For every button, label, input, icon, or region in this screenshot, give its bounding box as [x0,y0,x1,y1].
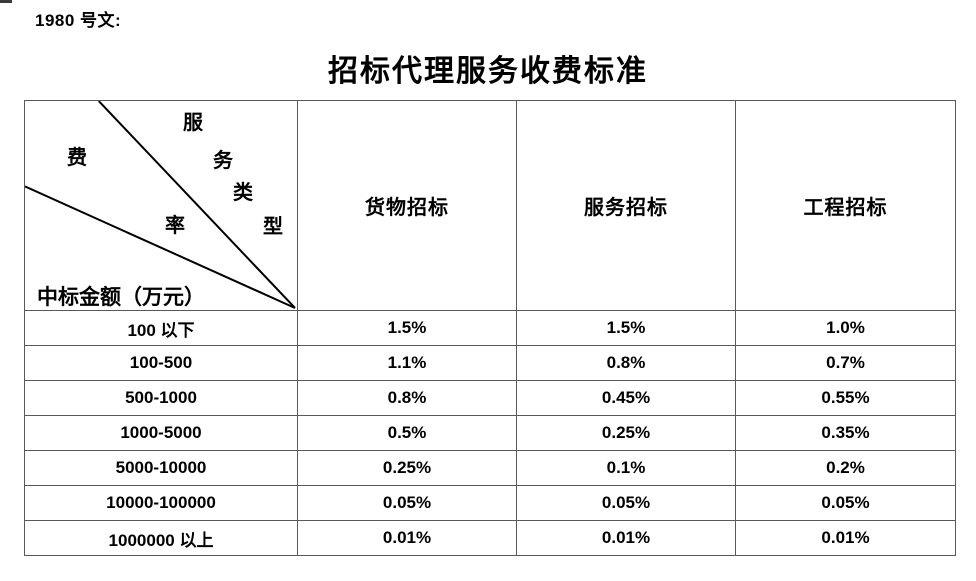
table-row: 100 以下 1.5% 1.5% 1.0% [24,310,956,346]
table-row: 1000000 以上 0.01% 0.01% 0.01% [24,520,956,556]
row-range-cell: 1000-5000 [24,415,298,451]
fee-value-cell: 0.35% [735,415,956,451]
corner-label-service-type-char1: 服 [183,112,203,134]
fee-value-cell: 0.25% [516,415,736,451]
fee-value-cell: 0.45% [516,380,736,416]
corner-label-rate-char1: 费 [67,147,87,169]
table-row: 10000-100000 0.05% 0.05% 0.05% [24,485,956,521]
doc-number: 1980 号文: [35,11,122,30]
fee-value-cell: 0.55% [735,380,956,416]
fee-value-cell: 0.2% [735,450,956,486]
corner-label-rate-char2: 率 [165,215,185,237]
corner-header-cell: 服 务 类 型 费 率 中标金额（万元） [24,100,298,311]
row-range-cell: 100 以下 [24,310,298,346]
diagonal-divider-lines [25,101,296,309]
fee-value-cell: 0.01% [516,520,736,556]
row-range-cell: 100-500 [24,345,298,381]
row-range-cell: 500-1000 [24,380,298,416]
table-header-row: 服 务 类 型 费 率 中标金额（万元） 货物招标 服务招标 工程招标 [24,100,956,311]
fee-value-cell: 0.5% [297,415,517,451]
fee-value-cell: 1.1% [297,345,517,381]
row-range-cell: 1000000 以上 [24,520,298,556]
table-row: 500-1000 0.8% 0.45% 0.55% [24,380,956,416]
fee-value-cell: 0.05% [735,485,956,521]
fee-value-cell: 0.8% [516,345,736,381]
page-title: 招标代理服务收费标准 [328,55,648,88]
corner-label-service-type-char3: 类 [233,182,253,204]
col-header-goods-bidding: 货物招标 [297,100,517,311]
fee-value-cell: 0.25% [297,450,517,486]
fee-value-cell: 0.01% [735,520,956,556]
table-row: 100-500 1.1% 0.8% 0.7% [24,345,956,381]
fee-value-cell: 1.0% [735,310,956,346]
scan-artifact [0,0,12,3]
fee-value-cell: 0.01% [297,520,517,556]
fee-rate-table: 服 务 类 型 费 率 中标金额（万元） 货物招标 服务招标 工程招标 100 … [24,100,956,556]
fee-value-cell: 0.05% [297,485,517,521]
corner-label-bid-amount: 中标金额（万元） [37,285,205,309]
col-header-service-bidding: 服务招标 [516,100,736,311]
fee-value-cell: 0.8% [297,380,517,416]
fee-value-cell: 0.1% [516,450,736,486]
fee-value-cell: 0.7% [735,345,956,381]
table-row: 5000-10000 0.25% 0.1% 0.2% [24,450,956,486]
row-range-cell: 10000-100000 [24,485,298,521]
fee-value-cell: 1.5% [516,310,736,346]
corner-label-service-type-char2: 务 [213,150,233,172]
corner-label-service-type-char4: 型 [263,216,283,238]
fee-value-cell: 0.05% [516,485,736,521]
fee-value-cell: 1.5% [297,310,517,346]
row-range-cell: 5000-10000 [24,450,298,486]
col-header-engineering-bidding: 工程招标 [735,100,956,311]
table-row: 1000-5000 0.5% 0.25% 0.35% [24,415,956,451]
